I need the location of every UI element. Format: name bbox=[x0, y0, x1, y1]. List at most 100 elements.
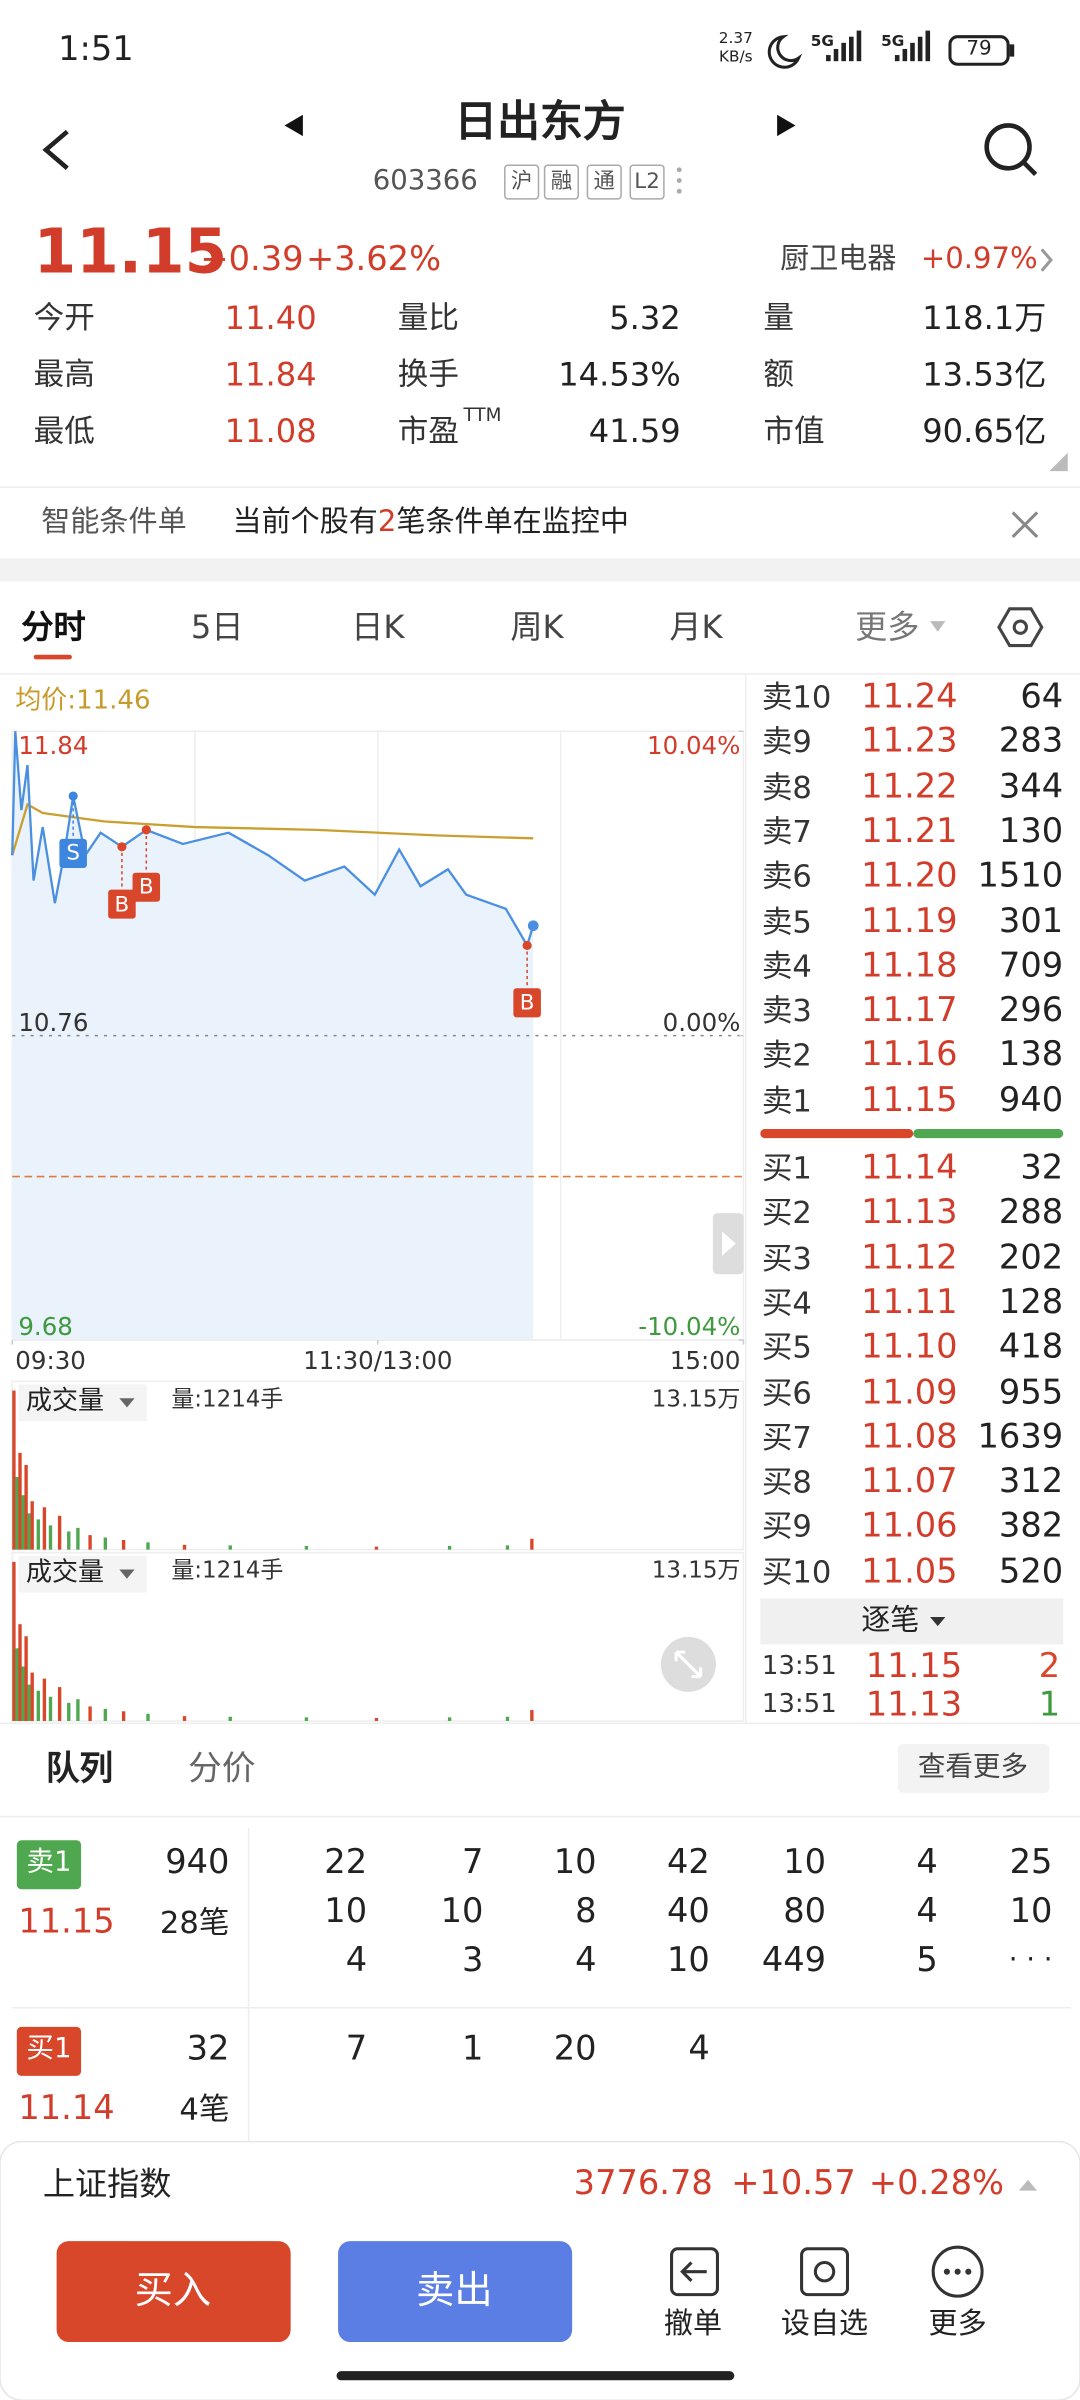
queue-tab[interactable]: 队列 bbox=[45, 1750, 114, 1789]
volume-bar bbox=[42, 1678, 47, 1721]
ticks-button-bg[interactable] bbox=[760, 1598, 1064, 1645]
queue-order: 25 bbox=[1009, 1843, 1053, 1883]
volume-bar bbox=[67, 1531, 71, 1550]
stat-value: 118.1万 bbox=[922, 299, 1047, 337]
queue-price: 11.15 bbox=[18, 1903, 115, 1942]
condition-label: 智能条件单 bbox=[41, 504, 187, 539]
chart-tab[interactable]: 更多 bbox=[855, 608, 920, 646]
volume-bar bbox=[24, 1464, 28, 1550]
queue-tab[interactable]: 分价 bbox=[188, 1750, 256, 1789]
sector[interactable]: 厨卫电器 bbox=[780, 241, 897, 276]
level-label: 卖2 bbox=[761, 1037, 812, 1074]
queue-price: 11.14 bbox=[18, 2090, 115, 2129]
queue-qty: 32 bbox=[186, 2030, 230, 2069]
level-price: 11.05 bbox=[861, 1552, 958, 1591]
index-caret[interactable] bbox=[1018, 2179, 1038, 2191]
level-qty: 202 bbox=[998, 1239, 1064, 1278]
tag: L2 bbox=[634, 169, 660, 195]
volume-selector[interactable]: 成交量 bbox=[26, 1386, 105, 1417]
trade-marker bbox=[117, 842, 127, 852]
stat-label: 市值 bbox=[763, 412, 825, 449]
buy-label[interactable]: 买入 bbox=[134, 2268, 212, 2313]
tag-box bbox=[504, 164, 540, 200]
buy-button[interactable] bbox=[56, 2241, 291, 2343]
volume-bar bbox=[121, 1539, 126, 1550]
level-price: 11.17 bbox=[861, 991, 958, 1031]
marker-badge bbox=[108, 889, 136, 919]
ticks-button[interactable]: 逐笔 bbox=[861, 1603, 920, 1637]
condition-text[interactable]: 当前个股有2笔条件单在监控中 bbox=[233, 504, 629, 539]
trade-time: 13:51 bbox=[761, 1689, 837, 1720]
stat-label: 市盈 bbox=[397, 412, 459, 449]
queue-order: 5 bbox=[916, 1941, 938, 1981]
level-label: 卖6 bbox=[761, 857, 812, 895]
volume-bar bbox=[447, 1546, 452, 1550]
close-button[interactable] bbox=[1011, 511, 1039, 539]
chart-tab[interactable]: 周K bbox=[510, 608, 564, 646]
level-qty: 130 bbox=[998, 812, 1064, 851]
divider bbox=[744, 674, 747, 1723]
chart-tab[interactable]: 5日 bbox=[190, 608, 244, 646]
cancel-icon[interactable] bbox=[670, 2247, 719, 2297]
sell-button[interactable] bbox=[338, 2241, 573, 2343]
stat-value: 13.53亿 bbox=[922, 356, 1047, 394]
queue-order: 22 bbox=[324, 1843, 368, 1883]
level-label: 卖5 bbox=[761, 902, 812, 940]
volume-bar bbox=[48, 1696, 53, 1721]
stat-sup: TTM bbox=[463, 404, 502, 426]
level-price: 11.22 bbox=[861, 767, 958, 807]
sector-chevron[interactable] bbox=[1040, 248, 1053, 272]
net-speed: 2.37 bbox=[718, 30, 753, 48]
condition-count: 2 bbox=[377, 504, 397, 539]
queue-order: 80 bbox=[783, 1892, 827, 1932]
level-qty: 940 bbox=[998, 1081, 1064, 1120]
trade-qty: 2 bbox=[1038, 1648, 1061, 1687]
stat-label: 今开 bbox=[33, 299, 95, 336]
back-button[interactable] bbox=[42, 129, 69, 171]
search-button[interactable] bbox=[984, 123, 1032, 171]
level-price: 11.19 bbox=[861, 902, 958, 941]
y2-tick-label: 0.00% bbox=[662, 1007, 741, 1037]
volume-bar bbox=[36, 1519, 40, 1550]
sell-label[interactable]: 卖出 bbox=[416, 2268, 493, 2313]
level-price: 11.21 bbox=[861, 812, 958, 851]
divider bbox=[0, 1722, 1080, 1725]
queue-order: 10 bbox=[1009, 1892, 1053, 1932]
chart-tab[interactable]: 分时 bbox=[21, 608, 86, 646]
watch-icon[interactable] bbox=[800, 2247, 850, 2297]
volume-max: 13.15万 bbox=[651, 1556, 741, 1584]
level-label: 卖9 bbox=[761, 723, 812, 760]
level-price: 11.11 bbox=[861, 1283, 958, 1323]
tool-label[interactable]: 设自选 bbox=[780, 2306, 869, 2341]
trade-marker bbox=[522, 940, 532, 951]
more-button[interactable] bbox=[897, 1743, 1050, 1793]
volume-bar bbox=[374, 1717, 379, 1721]
queue-order: 4 bbox=[575, 1941, 597, 1981]
condition-text-after: 笔条件单在监控中 bbox=[396, 504, 629, 539]
level-label: 卖1 bbox=[761, 1081, 812, 1119]
level-price: 11.14 bbox=[861, 1149, 958, 1188]
more-icon[interactable] bbox=[931, 2245, 984, 2298]
volume-selector[interactable]: 成交量 bbox=[26, 1557, 105, 1589]
sell-badge bbox=[16, 1840, 82, 1890]
level-label: 买6 bbox=[761, 1373, 812, 1411]
tool-label[interactable]: 更多 bbox=[928, 2306, 987, 2341]
index-change: +10.57 bbox=[731, 2165, 856, 2204]
tool-label[interactable]: 撤单 bbox=[663, 2306, 723, 2341]
queue-order: 10 bbox=[324, 1892, 368, 1932]
next-stock[interactable] bbox=[777, 114, 796, 137]
prev-stock[interactable] bbox=[284, 114, 303, 137]
queue-order: 7 bbox=[461, 1843, 484, 1883]
queue-qty: 940 bbox=[165, 1843, 230, 1883]
volume-bar bbox=[27, 1684, 31, 1721]
settings-button[interactable] bbox=[997, 607, 1044, 648]
expand-corner[interactable] bbox=[1049, 452, 1068, 472]
stat-value: 41.59 bbox=[588, 412, 681, 450]
x-tick-label: 09:30 bbox=[15, 1345, 86, 1375]
tag-box bbox=[543, 164, 580, 200]
last-price-dot bbox=[527, 920, 539, 932]
chart-tab[interactable]: 日K bbox=[351, 608, 405, 646]
more-link[interactable]: 查看更多 bbox=[917, 1751, 1028, 1784]
chart-tab[interactable]: 月K bbox=[669, 608, 723, 646]
level-qty: 138 bbox=[998, 1036, 1064, 1076]
